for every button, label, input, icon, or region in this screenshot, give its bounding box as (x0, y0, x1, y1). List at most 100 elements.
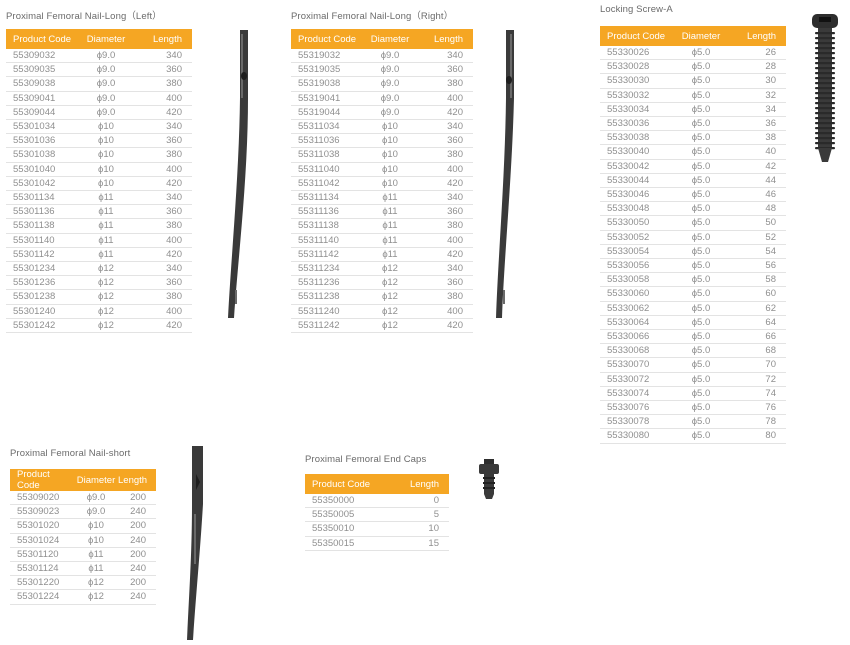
length-cell: 340 (419, 119, 473, 135)
length-cell: 420 (136, 247, 192, 263)
diameter-cell: ϕ12 (74, 589, 118, 605)
length-cell: 46 (732, 187, 786, 203)
diameter-cell: ϕ11 (361, 247, 419, 263)
product-code-cell: 55350015 (305, 536, 385, 551)
header-product-code: Product Code (600, 26, 670, 46)
length-cell: 58 (732, 272, 786, 288)
product-code-cell: 55330074 (600, 386, 670, 402)
product-code-cell: 55330030 (600, 73, 670, 89)
product-code-cell: 55301040 (6, 162, 76, 177)
table-header-row: Product Code Diameter Length (291, 29, 473, 49)
product-code-cell: 55309023 (10, 504, 74, 520)
length-cell: 200 (118, 518, 156, 534)
length-cell: 340 (419, 190, 473, 206)
length-cell: 360 (136, 133, 192, 149)
length-cell: 56 (732, 258, 786, 274)
table-row: 55301234 ϕ12 340 (6, 261, 192, 277)
length-cell: 28 (732, 59, 786, 75)
nail-long-left-table: Product Code Diameter Length 55309032 ϕ9.… (6, 29, 192, 334)
length-cell: 10 (385, 521, 449, 537)
table-row: 55309032 ϕ9.0 340 (6, 49, 192, 64)
table-row: 55330068 ϕ5.0 68 (600, 343, 786, 359)
diameter-cell: ϕ5.0 (670, 144, 732, 160)
product-code-cell: 55301020 (10, 518, 74, 534)
length-cell: 50 (732, 215, 786, 231)
table-row: 55330036 ϕ5.0 36 (600, 116, 786, 132)
length-cell: 400 (136, 91, 192, 106)
diameter-cell: ϕ10 (361, 147, 419, 163)
table-row: 55301024 ϕ10 240 (10, 533, 156, 548)
diameter-cell: ϕ10 (361, 162, 419, 177)
table-row: 55301238 ϕ12 380 (6, 289, 192, 305)
product-code-cell: 55311042 (291, 176, 361, 192)
length-cell: 78 (732, 414, 786, 430)
length-cell: 340 (136, 119, 192, 135)
diameter-cell: ϕ11 (76, 247, 136, 263)
diameter-cell: ϕ5.0 (670, 428, 732, 444)
length-cell: 400 (136, 233, 192, 248)
table-row: 55350015 15 (305, 536, 449, 551)
header-length: Length (136, 29, 192, 49)
table-row: 55301038 ϕ10 380 (6, 147, 192, 163)
diameter-cell: ϕ11 (361, 218, 419, 234)
diameter-cell: ϕ5.0 (670, 372, 732, 387)
end-cap-icon (479, 459, 499, 499)
length-cell: 34 (732, 102, 786, 118)
length-cell: 72 (732, 372, 786, 387)
diameter-cell: ϕ5.0 (670, 73, 732, 89)
table-row: 55309035 ϕ9.0 360 (6, 62, 192, 78)
diameter-cell: ϕ5.0 (670, 329, 732, 345)
product-code-cell: 55301136 (6, 204, 76, 220)
product-code-cell: 55301036 (6, 133, 76, 149)
product-code-cell: 55301120 (10, 547, 74, 563)
length-cell: 380 (136, 147, 192, 163)
length-cell: 200 (118, 491, 156, 506)
diameter-cell: ϕ5.0 (670, 400, 732, 416)
locking-screw-table: Product Code Diameter Length 55330026 ϕ5.… (600, 26, 786, 444)
diameter-cell: ϕ12 (76, 318, 136, 334)
table-row: 55311240 ϕ12 400 (291, 304, 473, 319)
table-row: 55301040 ϕ10 400 (6, 162, 192, 177)
diameter-cell: ϕ12 (361, 304, 419, 319)
table-row: 55311140 ϕ11 400 (291, 233, 473, 248)
length-cell: 360 (136, 62, 192, 78)
diameter-cell: ϕ5.0 (670, 116, 732, 132)
table-row: 55319035 ϕ9.0 360 (291, 62, 473, 78)
diameter-cell: ϕ10 (74, 533, 118, 548)
table-row: 55301220 ϕ12 200 (10, 575, 156, 591)
diameter-cell: ϕ12 (76, 289, 136, 305)
table-row: 55330028 ϕ5.0 28 (600, 59, 786, 75)
length-cell: 340 (419, 49, 473, 64)
table-row: 55330060 ϕ5.0 60 (600, 286, 786, 302)
product-code-cell: 55330046 (600, 187, 670, 203)
length-cell: 380 (136, 76, 192, 92)
table-row: 55330026 ϕ5.0 26 (600, 46, 786, 61)
diameter-cell: ϕ5.0 (670, 301, 732, 316)
length-cell: 400 (136, 162, 192, 177)
femoral-nail-short-icon (187, 446, 203, 640)
table-header-row: Product Code Diameter Length (600, 26, 786, 46)
diameter-cell: ϕ9.0 (76, 105, 136, 121)
diameter-cell: ϕ12 (76, 304, 136, 319)
diameter-cell: ϕ11 (361, 204, 419, 220)
nail-long-right-table: Product Code Diameter Length 55319032 ϕ9.… (291, 29, 473, 334)
length-cell: 15 (385, 536, 449, 551)
product-code-cell: 55319035 (291, 62, 361, 78)
length-cell: 26 (732, 46, 786, 61)
table-row: 55301224 ϕ12 240 (10, 589, 156, 605)
table-row: 55330044 ϕ5.0 44 (600, 173, 786, 189)
table-row: 55311042 ϕ10 420 (291, 176, 473, 192)
table-row: 55330066 ϕ5.0 66 (600, 329, 786, 345)
table-row: 55330050 ϕ5.0 50 (600, 215, 786, 231)
length-cell: 30 (732, 73, 786, 89)
nail-short-table: Product Code Diameter Length 55309020 ϕ9.… (10, 469, 156, 605)
product-code-cell: 55301140 (6, 233, 76, 248)
length-cell: 76 (732, 400, 786, 416)
product-code-cell: 55301242 (6, 318, 76, 334)
table-row: 55319032 ϕ9.0 340 (291, 49, 473, 64)
product-code-cell: 55330054 (600, 244, 670, 260)
length-cell: 360 (419, 275, 473, 291)
diameter-cell: ϕ5.0 (670, 46, 732, 61)
product-code-cell: 55330028 (600, 59, 670, 75)
table-row: 55350005 5 (305, 507, 449, 523)
